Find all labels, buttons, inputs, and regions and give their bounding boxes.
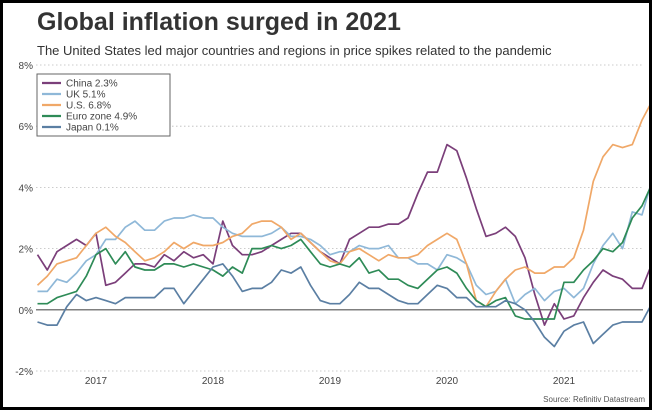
legend-label: Japan 0.1% [66, 123, 119, 134]
y-tick-label: 6% [19, 122, 34, 133]
y-tick-label: -2% [15, 367, 33, 378]
source-note: Source: Refinitiv Datastream [543, 395, 645, 404]
x-tick-label: 2018 [202, 376, 225, 387]
x-tick-label: 2017 [85, 376, 108, 387]
x-tick-label: 2021 [553, 376, 576, 387]
legend-label: U.S. 6.8% [66, 101, 111, 112]
y-tick-label: 2% [19, 245, 34, 256]
legend-label: UK 5.1% [66, 90, 106, 101]
chart-title: Global inflation surged in 2021 [37, 8, 401, 36]
series-lines [36, 105, 649, 348]
series-line [36, 105, 649, 308]
legend-label: Euro zone 4.9% [66, 112, 137, 123]
y-tick-label: 8% [19, 61, 34, 72]
chart-frame: Global inflation surged in 2021 The Unit… [3, 3, 649, 407]
x-axis-ticks: 2017 2018 2019 2020 2021 [85, 376, 576, 387]
series-line [37, 263, 649, 348]
y-tick-label: 0% [19, 306, 34, 317]
x-tick-label: 2019 [319, 376, 342, 387]
series-line [37, 187, 649, 305]
legend-label: China 2.3% [66, 79, 118, 90]
line-chart: 8% 6% 4% 2% 0% -2% 2017 2018 2019 2020 2021 China… [15, 61, 649, 387]
legend: China 2.3%UK 5.1%U.S. 6.8%Euro zone 4.9%… [36, 73, 171, 137]
chart-subtitle: The United States led major countries an… [37, 43, 552, 58]
y-axis-ticks: 8% 6% 4% 2% 0% -2% [15, 61, 33, 378]
y-tick-label: 4% [19, 183, 34, 194]
x-tick-label: 2020 [436, 376, 459, 387]
series-line [37, 188, 649, 320]
